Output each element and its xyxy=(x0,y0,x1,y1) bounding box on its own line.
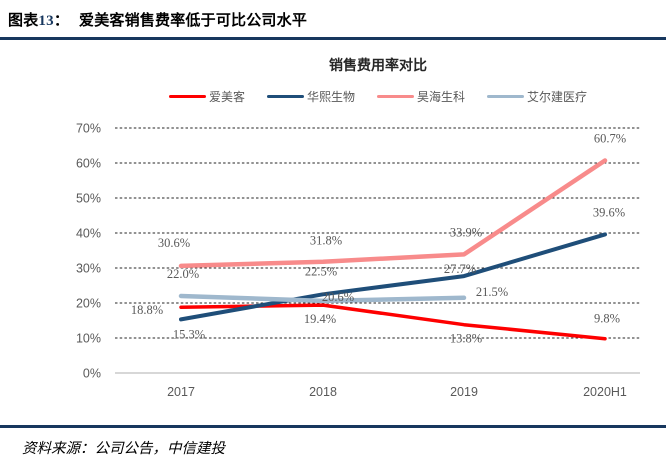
legend-swatch-icon xyxy=(377,94,414,99)
data-label: 9.8% xyxy=(594,312,620,326)
figure-label-prefix: 图表 xyxy=(8,12,39,29)
figure-label-colon: ： xyxy=(53,12,70,29)
x-tick-label: 2017 xyxy=(167,385,195,399)
legend-item-2: 昊海生科 xyxy=(377,88,465,105)
y-tick-label: 60% xyxy=(76,157,101,171)
header-divider-rule xyxy=(0,37,666,40)
figure-header: 图表13： 爱美客销售费率低于可比公司水平 xyxy=(0,0,666,30)
y-tick-label: 40% xyxy=(76,227,101,241)
legend-swatch-icon xyxy=(487,94,525,99)
series-line-3 xyxy=(178,293,467,304)
x-tick-label: 2020H1 xyxy=(583,385,627,399)
data-label: 22.0% xyxy=(167,267,199,281)
y-tick-label: 30% xyxy=(76,262,101,276)
data-label: 31.8% xyxy=(310,234,342,248)
legend-swatch-icon xyxy=(168,94,206,99)
chart-legend: 爱美客 华熙生物 昊海生科 艾尔建医疗 xyxy=(90,88,666,105)
data-label: 13.8% xyxy=(450,332,482,346)
x-tick-label: 2018 xyxy=(309,385,337,399)
legend-label: 艾尔建医疗 xyxy=(527,90,588,104)
data-label: 20.6% xyxy=(322,290,354,304)
chart-title: 销售费用率对比 xyxy=(329,57,427,73)
y-tick-label: 70% xyxy=(76,122,101,136)
legend-label: 爱美客 xyxy=(208,90,245,104)
data-label: 22.5% xyxy=(305,264,337,278)
y-tick-label: 20% xyxy=(76,297,101,311)
data-label: 15.3% xyxy=(173,327,205,341)
figure-number: 13 xyxy=(38,13,54,29)
data-label: 18.8% xyxy=(131,303,163,317)
series-line-2 xyxy=(178,158,608,269)
footer-divider-rule xyxy=(0,425,666,428)
data-label: 60.7% xyxy=(594,132,626,146)
x-tick-label: 2019 xyxy=(450,385,478,399)
series-line-1 xyxy=(179,232,607,322)
data-label: 30.6% xyxy=(158,236,190,250)
legend-item-1: 华熙生物 xyxy=(266,88,355,105)
y-tick-label: 50% xyxy=(76,192,101,206)
legend-label: 昊海生科 xyxy=(417,90,466,104)
legend-item-3: 艾尔建医疗 xyxy=(487,88,587,105)
figure-title-text: 爱美客销售费率低于可比公司水平 xyxy=(79,12,308,29)
data-label: 39.6% xyxy=(593,205,625,219)
chart-area: 销售费用率对比 爱美客 华熙生物 昊海生科 艾尔建医疗 0% 10% 20% 30% 40% 5… xyxy=(0,55,666,403)
line-chart-plot: 0% 10% 20% 30% 40% 50% 60% 70% 2017 2018 2019 2020H… xyxy=(76,122,640,399)
source-note: 资料来源：公司公告，中信建投 xyxy=(22,441,225,457)
data-label: 33.9% xyxy=(450,225,482,239)
legend-item-0: 爱美客 xyxy=(168,88,245,105)
data-label: 19.4% xyxy=(304,312,336,326)
legend-label: 华熙生物 xyxy=(306,90,355,104)
y-tick-label: 0% xyxy=(83,367,101,381)
y-tick-label: 10% xyxy=(76,332,101,346)
data-label: 21.5% xyxy=(476,285,508,299)
legend-swatch-icon xyxy=(266,94,304,99)
figure-title: 图表13： 爱美客销售费率低于可比公司水平 xyxy=(8,9,658,30)
data-label: 27.7% xyxy=(444,262,476,276)
